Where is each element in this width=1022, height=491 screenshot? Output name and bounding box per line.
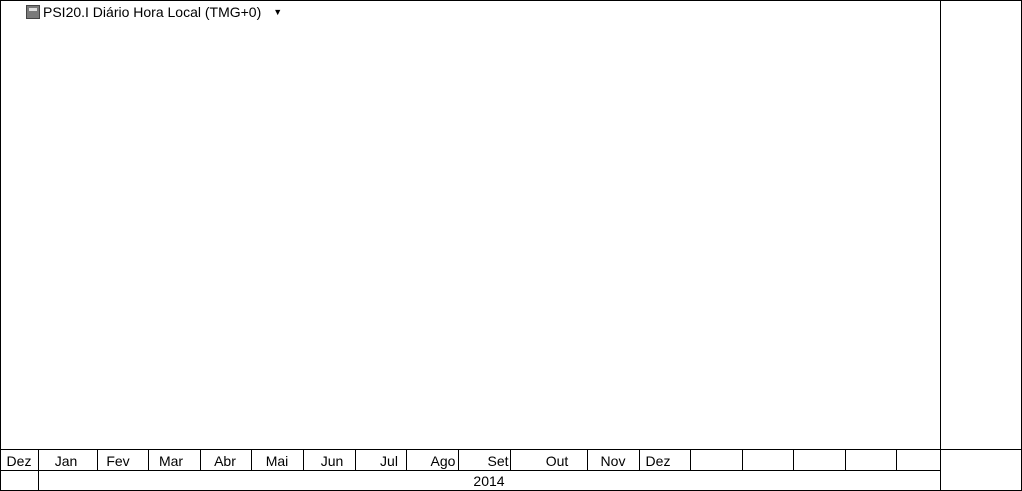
month-label: Dez	[7, 453, 32, 469]
month-label: Ago	[431, 453, 456, 469]
month-label: Nov	[601, 453, 626, 469]
chart-title: PSI20.I Diário Hora Local (TMG+0)	[43, 4, 262, 20]
chevron-down-icon[interactable]: ▼	[273, 7, 283, 17]
month-label: Abr	[214, 453, 236, 469]
chart-icon	[26, 5, 40, 19]
month-label: Set	[487, 453, 508, 469]
month-label: Jun	[321, 453, 344, 469]
year-label: 2014	[473, 473, 504, 489]
chart-title-bar[interactable]: PSI20.I Diário Hora Local (TMG+0) ▼	[26, 3, 283, 21]
month-label: Dez	[646, 453, 671, 469]
month-label: Out	[546, 453, 569, 469]
month-label: Fev	[106, 453, 129, 469]
month-label: Mai	[266, 453, 289, 469]
month-label: Jul	[380, 453, 398, 469]
month-label: Mar	[159, 453, 183, 469]
month-label: Jan	[55, 453, 78, 469]
